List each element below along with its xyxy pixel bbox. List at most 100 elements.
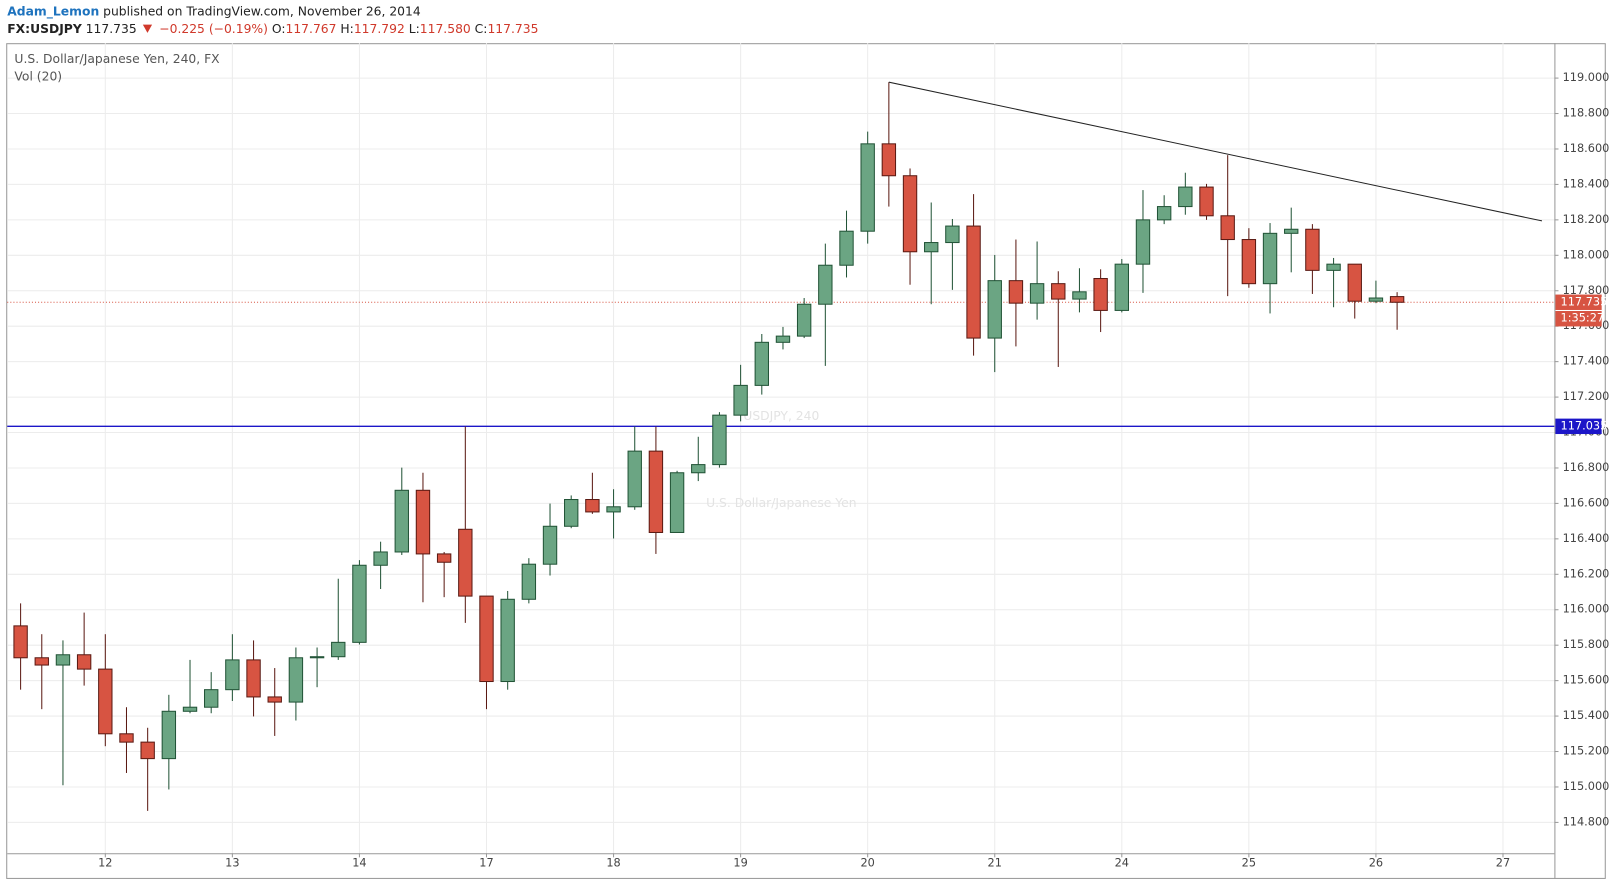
candle-body bbox=[182, 706, 198, 712]
candle-body bbox=[902, 175, 918, 253]
quote-line: FX:USDJPY 117.735 −0.225 (−0.19%) O: 117.7… bbox=[7, 21, 538, 35]
candle-body bbox=[775, 335, 791, 343]
indicator-legend[interactable]: Vol (20) bbox=[14, 70, 62, 84]
low-label: L: bbox=[409, 21, 420, 35]
candle-body bbox=[1008, 280, 1024, 304]
x-tick-label: 27 bbox=[1496, 857, 1510, 870]
candle-body bbox=[415, 489, 431, 555]
candle-body bbox=[140, 741, 155, 760]
candle-body bbox=[860, 143, 875, 232]
candle-body bbox=[564, 499, 579, 527]
candle-body bbox=[1284, 228, 1299, 234]
y-tick-label: 118.200 bbox=[1563, 213, 1610, 226]
candle-body bbox=[458, 528, 473, 597]
hline-box bbox=[1555, 418, 1602, 435]
y-tick-label: 114.800 bbox=[1563, 815, 1610, 828]
x-tick-label: 26 bbox=[1369, 857, 1383, 870]
candle-body bbox=[225, 659, 240, 691]
candle-body bbox=[203, 689, 219, 708]
candle-body bbox=[648, 450, 664, 533]
series-legend: U.S. Dollar/Japanese Yen, 240, FX bbox=[14, 52, 220, 66]
y-tick-label: 118.600 bbox=[1563, 142, 1610, 155]
candle-body bbox=[1389, 296, 1405, 303]
frame bbox=[6, 43, 1606, 879]
candle-body bbox=[796, 303, 812, 337]
candle-body bbox=[98, 668, 113, 735]
x-tick-label: 24 bbox=[1115, 857, 1129, 870]
header-line: Adam_Lemon published on TradingView.com,… bbox=[7, 4, 421, 19]
change: −0.225 (−0.19%) bbox=[159, 21, 268, 35]
y-tick-label: 115.600 bbox=[1563, 674, 1610, 687]
candle-body bbox=[733, 384, 748, 416]
y-tick-label: 118.000 bbox=[1563, 248, 1610, 261]
candle-body bbox=[1220, 215, 1235, 241]
hline-label: 117.035 bbox=[1561, 419, 1608, 432]
candle-body bbox=[669, 472, 685, 533]
candle-body bbox=[246, 659, 261, 698]
last-price-label: 117.735 bbox=[1561, 295, 1608, 308]
high-value: 117.792 bbox=[354, 21, 405, 35]
candle-body bbox=[267, 696, 282, 703]
published: published on TradingView.com, November 2… bbox=[103, 4, 421, 18]
plot bbox=[7, 81, 1555, 811]
candle-body bbox=[1241, 239, 1257, 285]
candle-body bbox=[76, 654, 92, 670]
candle-body bbox=[966, 225, 981, 339]
candle-body bbox=[1029, 283, 1045, 304]
watermark-subtitle: U.S. Dollar/Japanese Yen bbox=[706, 496, 856, 510]
countdown-label: 1:35:27 bbox=[1561, 312, 1605, 325]
y-tick-label: 115.000 bbox=[1563, 780, 1610, 793]
y-tick-label: 115.800 bbox=[1563, 638, 1610, 651]
close-label: C: bbox=[475, 21, 488, 35]
candle-body bbox=[1114, 263, 1130, 311]
author[interactable]: Adam_Lemon bbox=[7, 4, 99, 19]
candle-body bbox=[288, 657, 304, 703]
x-tick-label: 12 bbox=[98, 857, 112, 870]
x-tick-label: 20 bbox=[860, 857, 874, 870]
axes: 114.800 115.000 115.200 115.400 115.600 115.8… bbox=[98, 71, 1609, 869]
watermark: USDJPY, 240 bbox=[743, 409, 819, 423]
candle-body bbox=[331, 641, 346, 658]
candle-body bbox=[627, 450, 642, 508]
trendline bbox=[888, 81, 1543, 222]
candle-body bbox=[394, 489, 409, 553]
close-value: 117.735 bbox=[487, 21, 538, 35]
candle-body bbox=[1051, 283, 1066, 300]
countdown-box bbox=[1555, 311, 1602, 327]
x-tick-label: 18 bbox=[606, 857, 620, 870]
symbol: FX:USDJPY bbox=[7, 21, 83, 35]
candle-body bbox=[161, 710, 177, 760]
candle-body bbox=[945, 225, 960, 244]
y-tick-label: 115.400 bbox=[1563, 709, 1610, 722]
y-tick-label: 116.000 bbox=[1563, 603, 1610, 616]
candle-body bbox=[1072, 291, 1087, 300]
candle-body bbox=[754, 341, 769, 386]
y-tick-label: 119.000 bbox=[1563, 71, 1610, 84]
y-tick-label: 115.200 bbox=[1563, 745, 1610, 758]
candle-body bbox=[542, 525, 558, 565]
candle-body bbox=[436, 553, 452, 563]
candle-body bbox=[521, 563, 537, 600]
candle-body bbox=[1093, 278, 1108, 311]
x-tick-label: 17 bbox=[479, 857, 493, 870]
candle-body bbox=[1262, 232, 1278, 285]
x-tick-label: 14 bbox=[352, 857, 366, 870]
grid bbox=[7, 43, 1555, 854]
y-tick-label: 116.400 bbox=[1563, 532, 1610, 545]
y-tick-label: 116.800 bbox=[1563, 461, 1610, 474]
candle-body bbox=[1178, 186, 1193, 208]
x-tick-label: 13 bbox=[225, 857, 239, 870]
candle-body bbox=[1326, 263, 1341, 271]
candle-body bbox=[691, 464, 706, 474]
open-label: O: bbox=[272, 21, 286, 35]
candle-body bbox=[119, 733, 134, 743]
candle-body bbox=[1156, 206, 1172, 221]
y-tick-label: 118.400 bbox=[1563, 177, 1610, 190]
low-value: 117.580 bbox=[420, 21, 471, 35]
candle-body bbox=[1305, 228, 1320, 271]
candle-body bbox=[1135, 219, 1151, 265]
candle-body bbox=[373, 551, 388, 566]
